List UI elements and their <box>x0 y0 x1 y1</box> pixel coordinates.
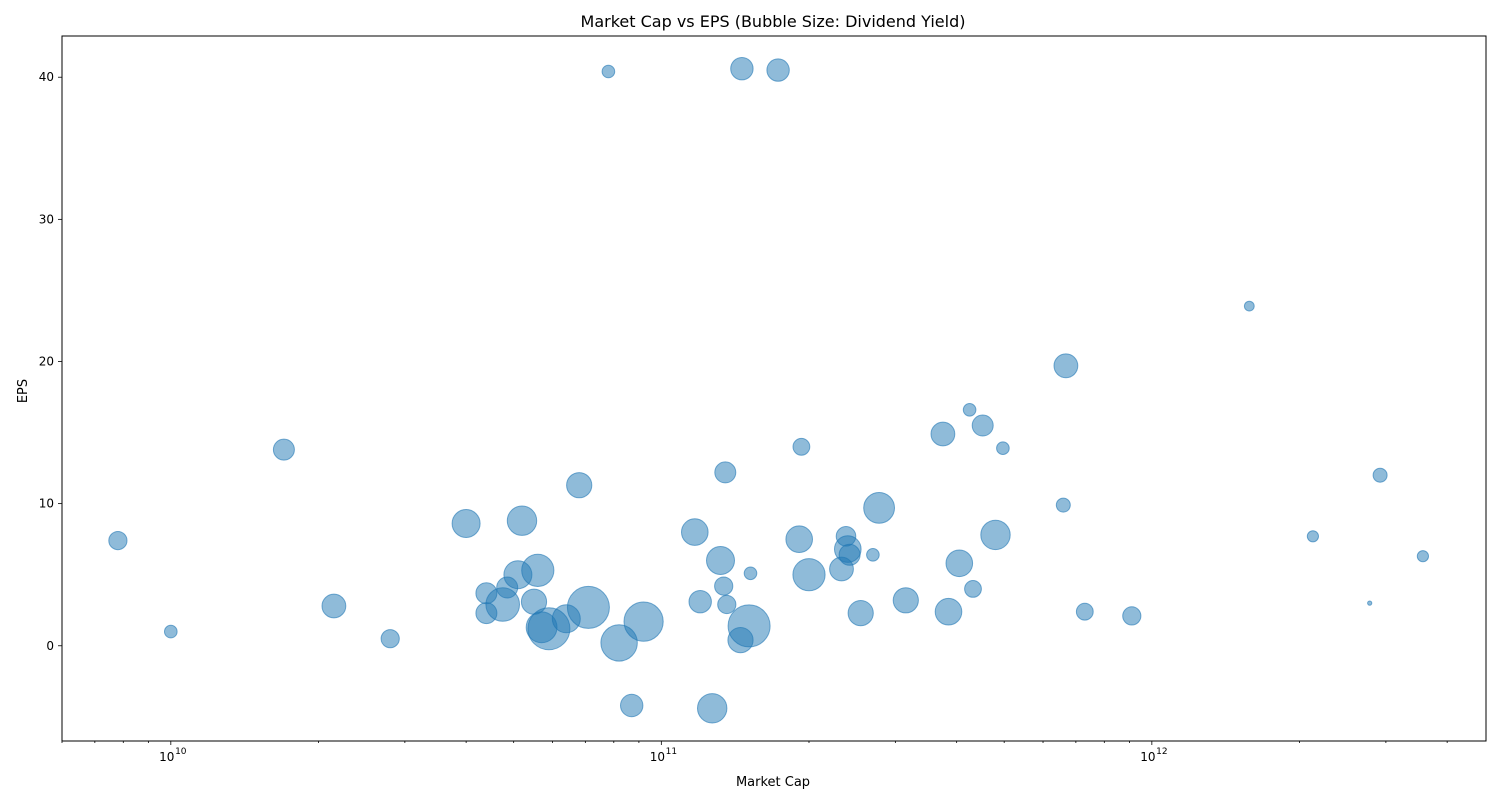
bubble-point <box>714 576 734 596</box>
bubble-point <box>838 543 861 566</box>
bubble-point <box>847 600 874 627</box>
y-tick-label: 30 <box>39 212 54 226</box>
bubble-point <box>730 56 754 81</box>
bubble-point <box>717 594 737 615</box>
bubble-point <box>566 472 593 499</box>
bubble-point <box>521 553 555 588</box>
bubble-point <box>792 558 826 592</box>
bubble-point <box>971 414 994 437</box>
x-axis-label: Market Cap <box>736 775 810 790</box>
bubble-point <box>620 693 644 718</box>
bubble-point <box>506 505 538 536</box>
bubble-point <box>697 693 728 724</box>
bubble-point <box>743 566 758 581</box>
x-axis-ticks: 10 10 10 11 10 12 <box>159 741 1168 764</box>
bubble-point <box>892 587 919 614</box>
bubble-point <box>272 438 295 461</box>
bubble-point <box>863 492 895 524</box>
y-axis-ticks: 0 10 20 30 40 <box>39 70 62 653</box>
bubble-point <box>962 403 977 417</box>
bubble-point <box>321 593 347 619</box>
bubble-point <box>623 601 664 642</box>
bubble-point <box>1416 550 1430 563</box>
bubble-point <box>866 548 880 562</box>
bubble-point <box>996 441 1010 456</box>
bubble-point <box>945 549 974 578</box>
bubble-point <box>688 590 712 614</box>
bubble-point <box>108 531 128 551</box>
bubble-point <box>681 518 709 546</box>
bubble-point <box>380 629 400 649</box>
bubble-point <box>727 604 771 648</box>
bubble-point <box>934 597 963 626</box>
data-points <box>108 56 1430 724</box>
bubble-point <box>706 546 735 575</box>
y-tick-label: 0 <box>46 639 54 653</box>
bubble-point <box>164 624 178 639</box>
bubble-point <box>1055 497 1071 513</box>
bubble-point <box>766 58 790 82</box>
bubble-point <box>792 437 811 456</box>
bubble-point <box>1075 602 1094 621</box>
bubble-point <box>964 580 982 598</box>
bubble-point <box>451 509 481 538</box>
y-tick-label: 40 <box>39 70 54 84</box>
bubble-point <box>1122 606 1142 626</box>
bubble-point <box>1372 467 1388 483</box>
x-tick-label: 10 <box>650 750 665 764</box>
bubble-point <box>1306 530 1320 543</box>
bubble-point <box>980 519 1011 551</box>
x-tick-label: 10 <box>1140 750 1155 764</box>
bubble-point <box>1243 300 1255 312</box>
bubble-point <box>785 525 814 554</box>
y-tick-label: 20 <box>39 354 54 368</box>
x-tick-exponent: 12 <box>1156 747 1167 757</box>
bubble-point <box>1053 353 1079 379</box>
x-tick-label: 10 <box>159 750 174 764</box>
bubble-point <box>1367 600 1373 606</box>
chart-title: Market Cap vs EPS (Bubble Size: Dividend… <box>581 12 966 31</box>
bubble-point <box>601 64 616 79</box>
y-axis-label: EPS <box>16 379 31 403</box>
bubble-point <box>566 585 610 629</box>
x-tick-exponent: 10 <box>175 747 187 757</box>
x-tick-exponent: 11 <box>666 747 677 757</box>
plot-frame <box>61 35 1487 742</box>
bubble-point <box>930 421 956 447</box>
bubble-point <box>714 461 737 484</box>
y-tick-label: 10 <box>39 497 54 511</box>
